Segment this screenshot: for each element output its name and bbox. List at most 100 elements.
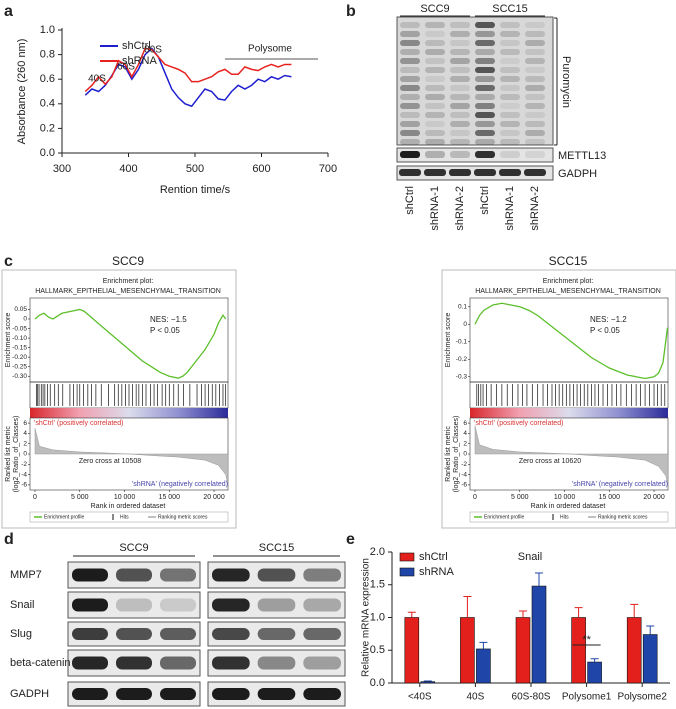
bar <box>420 681 436 684</box>
blot-band <box>424 169 446 176</box>
blot-band <box>475 130 495 136</box>
bar <box>404 617 420 684</box>
metric-area <box>474 425 669 485</box>
y-tick-label: 0.5 <box>370 644 385 656</box>
y-tick-label: 0.0 <box>40 147 55 159</box>
blot-band <box>400 31 420 37</box>
blot-band <box>450 94 470 100</box>
y-tick-label: 0 <box>463 451 467 458</box>
y-tick-label: 6 <box>23 420 27 427</box>
blot <box>396 16 554 146</box>
blot-band <box>257 628 296 640</box>
blot-band <box>450 58 470 64</box>
annotation: 40S <box>88 74 106 85</box>
blot-band <box>400 76 420 82</box>
blot-band <box>160 568 196 582</box>
blot-band <box>475 94 495 100</box>
lane-label: shRNA-2 <box>529 186 541 231</box>
es-box <box>29 297 229 383</box>
protein-label: MMP7 <box>10 569 42 581</box>
y-axis-label: Enrichment score <box>445 313 452 368</box>
y-tick-label: 1.0 <box>370 611 385 623</box>
blot-band <box>475 31 495 37</box>
x-tick-label: 300 <box>53 163 71 175</box>
y-tick-label: 1.5 <box>370 579 385 591</box>
blot-band <box>400 40 420 46</box>
blot-band <box>475 121 495 127</box>
blot-band <box>475 151 495 158</box>
blot-band <box>475 22 495 28</box>
blot-band <box>450 67 470 73</box>
blot-band <box>450 121 470 127</box>
x-tick-label: <40S <box>408 692 432 703</box>
blot-band <box>450 103 470 109</box>
blot-band <box>450 40 470 46</box>
blot-band <box>212 568 250 582</box>
x-tick-label: 700 <box>319 163 337 175</box>
protein-label: Snail <box>10 599 34 611</box>
blot-band <box>450 49 470 55</box>
blot-band <box>450 76 470 82</box>
blot-band <box>212 688 250 700</box>
blot-band <box>475 85 495 91</box>
y-tick-label: -0.2 <box>456 356 468 363</box>
blot-band <box>500 22 520 28</box>
protein-label: beta-catenin <box>10 657 71 669</box>
blot-band <box>524 169 546 176</box>
y-tick-label: 0.8 <box>40 49 55 61</box>
y-tick-label: -0.30 <box>12 373 27 380</box>
blot-band <box>500 49 520 55</box>
protein-label: Slug <box>10 628 32 640</box>
blot-band <box>160 656 196 670</box>
blot-band <box>450 112 470 118</box>
blot-band <box>525 85 545 91</box>
bar <box>515 617 531 684</box>
pos-label: 'shCtrl' (positively correlated) <box>34 420 123 427</box>
gsea-subtitle: Enrichment plot: <box>103 278 154 285</box>
blot-band <box>475 103 495 109</box>
blot-band <box>400 139 420 145</box>
neg-label: 'shRNA' (negatively correlated) <box>572 481 668 488</box>
gsea-subtitle: Enrichment plot: <box>543 278 594 285</box>
x-tick-label: 5 000 <box>71 494 89 501</box>
error-bar <box>479 641 488 649</box>
legend-label: shRNA <box>122 55 158 67</box>
blot-band <box>525 112 545 118</box>
p-value: P < 0.05 <box>590 326 620 335</box>
x-tick-label: 500 <box>186 163 204 175</box>
blot-band <box>160 628 196 640</box>
y-tick-label: -4 <box>461 471 467 478</box>
legend-box <box>29 511 229 523</box>
x-tick-label: 400 <box>119 163 137 175</box>
blot-band <box>425 94 445 100</box>
blot-band <box>525 40 545 46</box>
error-bar <box>407 611 416 618</box>
blot-band <box>500 85 520 91</box>
lane-label: shCtrl <box>479 186 491 215</box>
y-tick-label: 2 <box>23 440 27 447</box>
blot-band <box>449 169 471 176</box>
blot-band <box>525 139 545 145</box>
error-bar <box>423 680 432 682</box>
group-label: SCC9 <box>119 542 148 554</box>
blot-band <box>425 121 445 127</box>
blot-band <box>500 121 520 127</box>
blot-band <box>475 49 495 55</box>
blot-band <box>72 628 108 640</box>
bar <box>626 617 642 684</box>
y-tick-label: -0.15 <box>12 344 27 351</box>
y-tick-label: -6 <box>461 482 467 489</box>
lane-label: shRNA-1 <box>429 186 441 231</box>
error-bar <box>646 625 655 635</box>
x-axis-label: Rank in ordered dataset <box>91 503 166 510</box>
blot-band <box>500 67 520 73</box>
metric-label: (log2_Ratio_of_Classes) <box>13 416 20 493</box>
y-tick-label: -0.1 <box>456 338 468 345</box>
lane-label: shCtrl <box>404 186 416 215</box>
panel-label: c <box>4 253 13 270</box>
legend-label: shCtrl <box>122 40 151 52</box>
neg-label: 'shRNA' (negatively correlated) <box>132 481 228 488</box>
blot-band <box>475 58 495 64</box>
hits-box <box>469 381 669 409</box>
